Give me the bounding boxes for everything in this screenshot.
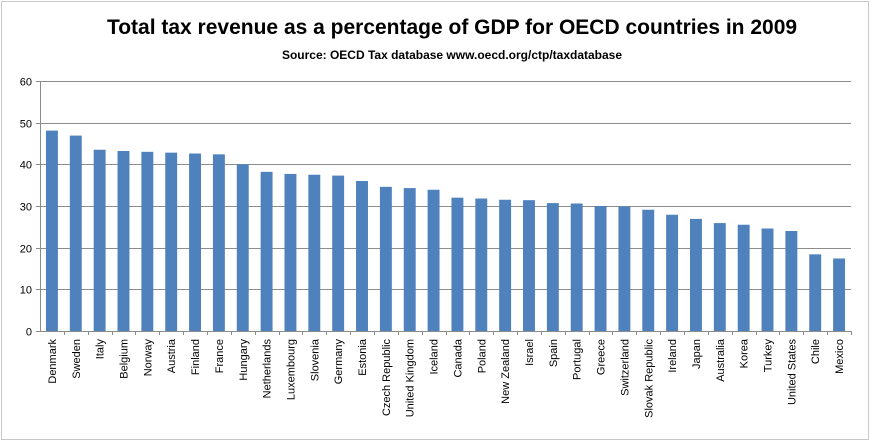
x-tick-label: France [214,339,226,373]
x-tick-label: Mexico [834,339,846,374]
bar [570,203,583,331]
x-tick-label: Austria [166,338,178,373]
x-tick-label: Slovak Republic [643,339,655,418]
x-tick-label: Portugal [572,339,584,380]
x-tick-label: Italy [95,339,107,360]
bar [546,203,559,331]
bar [356,181,368,331]
bar [189,153,202,331]
bar [523,200,535,331]
x-tick-label: Chile [810,339,822,364]
x-tick-label: Belgium [118,339,130,379]
x-tick-label: New Zealand [500,339,512,404]
bar [379,186,392,331]
x-tick-label: Sweden [71,339,83,379]
bar [713,223,726,331]
x-tick-label: Japan [691,339,703,369]
bar [260,171,273,331]
chart-subtitle: Source: OECD Tax database www.oecd.org/c… [281,48,623,62]
x-tick-label: Hungary [238,339,250,381]
bar [499,199,512,331]
x-tick-label: Iceland [429,339,441,374]
bar [451,197,464,331]
x-tick-label: Luxembourg [285,339,297,400]
bar [212,154,225,331]
y-tick-label: 10 [20,285,32,297]
bar [475,198,488,331]
x-tick-label: Slovenia [309,338,321,381]
x-tick-label: Netherlands [262,339,274,399]
chart-title: Total tax revenue as a percentage of GDP… [106,16,798,39]
x-tick-label: Turkey [763,339,775,373]
x-tick-label: Estonia [357,338,369,376]
x-tick-label: Poland [476,339,488,373]
bar [93,149,106,331]
x-tick-label: Greece [596,339,608,375]
x-tick-label: Australia [715,338,727,382]
bar [785,231,798,331]
bar [809,254,822,331]
bar [642,209,655,331]
y-tick-label: 50 [20,119,32,131]
bar [594,206,607,331]
x-tick-label: Korea [739,338,751,368]
bar [308,174,321,331]
bar [403,188,416,331]
x-tick-label: Canada [452,338,464,377]
bar [45,130,58,331]
bar [761,228,774,331]
bar [117,151,130,331]
bar [236,164,249,331]
y-tick-label: 30 [20,202,32,214]
bar [332,175,345,331]
x-tick-label: Israel [524,339,536,366]
x-tick-label: United Kingdom [405,339,417,417]
x-tick-label: Germany [333,339,345,385]
bar [69,135,82,331]
x-tick-label: Czech Republic [381,339,393,417]
x-tick-label: Finland [190,339,202,375]
x-tick-label: Switzerland [619,339,631,396]
x-tick-label: Ireland [667,339,679,373]
bar [284,173,297,331]
bar [165,152,178,331]
y-tick-label: 0 [26,327,32,339]
x-tick-label: Spain [548,339,560,367]
bar [833,258,846,331]
bar [141,151,154,331]
bar [427,189,440,331]
bar [618,206,631,331]
y-tick-label: 60 [20,77,32,89]
y-tick-label: 20 [20,244,32,256]
bar [737,224,750,331]
bar [666,214,679,331]
bar [689,218,702,331]
x-tick-label: Denmark [47,339,59,384]
x-tick-label: Norway [142,339,154,377]
x-tick-label: United States [786,339,798,406]
y-tick-label: 40 [20,160,32,172]
